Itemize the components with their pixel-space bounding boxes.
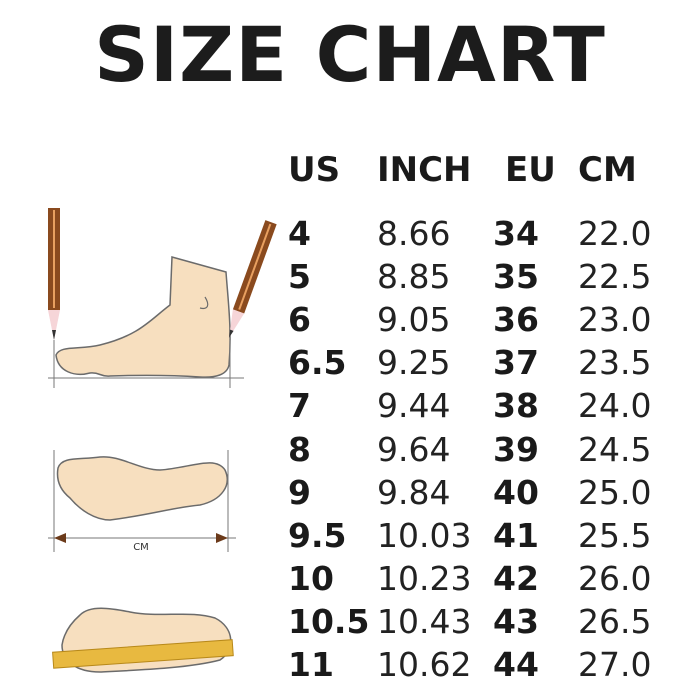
table-cell: 9.64 xyxy=(377,429,451,469)
table-cell: 6.5 xyxy=(288,343,347,383)
table-cell: 8.66 xyxy=(377,214,451,253)
table-cell: 41 xyxy=(493,515,539,555)
column-header-us: US xyxy=(288,150,341,190)
table-cell: 37 xyxy=(493,343,539,383)
side-foot-illustration xyxy=(48,208,277,388)
pencil-icon xyxy=(48,208,60,340)
top-foot-illustration xyxy=(48,450,236,552)
table-cell: 23.5 xyxy=(578,343,652,383)
table-cell: 5 xyxy=(288,257,311,297)
table-cell: 8 xyxy=(288,429,311,469)
table-cell: 24.0 xyxy=(578,386,652,426)
table-cell: 22.0 xyxy=(578,214,652,253)
table-cell: 8.85 xyxy=(377,257,451,297)
table-cell: 11 xyxy=(288,645,334,684)
table-cell: 9.25 xyxy=(377,343,451,383)
table-cell: 9.84 xyxy=(377,472,451,512)
table-cell: 10.23 xyxy=(377,558,472,598)
table-cell: 6 xyxy=(288,300,311,340)
table-cell: 25.0 xyxy=(578,472,652,512)
table-cell: 42 xyxy=(493,558,539,598)
table-cell: 10.03 xyxy=(377,515,472,555)
table-cell: 9.5 xyxy=(288,515,347,555)
table-cell: 36 xyxy=(493,300,539,340)
table-cell: 43 xyxy=(493,601,539,641)
table-cell: 4 xyxy=(288,214,311,253)
table-cell: 40 xyxy=(493,472,539,512)
table-cell: 22.5 xyxy=(578,257,652,297)
pencil-icon xyxy=(228,220,277,338)
table-cell: 26.0 xyxy=(578,558,652,598)
table-cell: 9.05 xyxy=(377,300,451,340)
page-title: SIZE CHART xyxy=(94,10,606,99)
table-cell: 10 xyxy=(288,558,334,598)
table-cell: 24.5 xyxy=(578,429,652,469)
table-cell: 25.5 xyxy=(578,515,652,555)
table-cell: 34 xyxy=(493,214,539,253)
table-cell: 7 xyxy=(288,386,311,426)
column-header-eu: EU xyxy=(505,150,556,190)
table-cell: 10.62 xyxy=(377,645,472,684)
table-cell: 10.5 xyxy=(288,601,370,641)
column-header-inch: INCH xyxy=(377,150,472,190)
table-cell: 35 xyxy=(493,257,539,297)
table-cell: 10.43 xyxy=(377,601,472,641)
table-cell: 44 xyxy=(493,645,539,684)
table-cell: 27.0 xyxy=(578,645,652,684)
table-cell: 39 xyxy=(493,429,539,469)
table-cell: 9.44 xyxy=(377,386,451,426)
table-cell: 23.0 xyxy=(578,300,652,340)
ruler-foot-illustration xyxy=(52,607,234,673)
column-header-cm: CM xyxy=(578,150,637,190)
ruler-icon xyxy=(52,639,234,669)
table-cell: 38 xyxy=(493,386,539,426)
table-cell: 26.5 xyxy=(578,601,652,641)
measure-label: CM xyxy=(133,542,149,553)
table-cell: 9 xyxy=(288,472,311,512)
